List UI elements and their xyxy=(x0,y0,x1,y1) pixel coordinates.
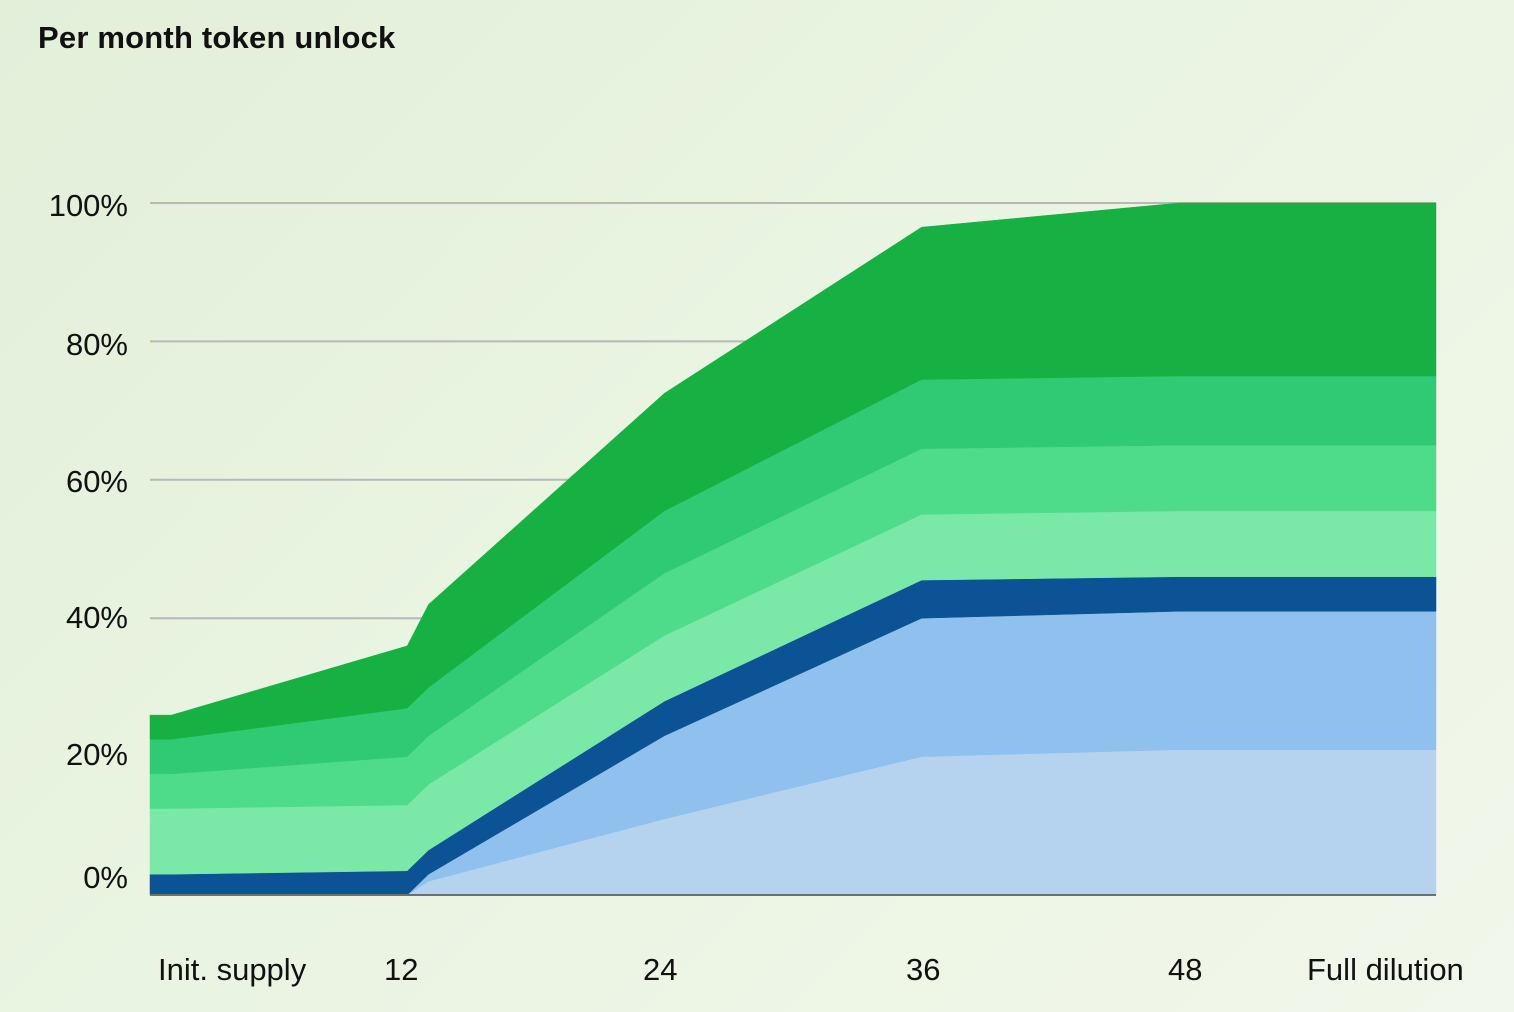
x-tick-label: 48 xyxy=(1168,952,1203,987)
y-tick-label: 80% xyxy=(65,327,128,362)
x-tick-label: Full dilution xyxy=(1307,952,1464,987)
area-series-7 xyxy=(149,202,1437,740)
y-tick-label: 100% xyxy=(48,188,128,223)
y-tick-label: 60% xyxy=(65,464,128,499)
area-series-group xyxy=(149,202,1437,896)
x-tick-label: Init. supply xyxy=(158,952,307,987)
y-tick-label: 20% xyxy=(65,737,128,772)
x-tick-label: 24 xyxy=(643,952,678,987)
chart-title: Per month token unlock xyxy=(38,20,396,55)
y-tick-label: 0% xyxy=(83,860,128,895)
x-tick-label: 12 xyxy=(384,952,419,987)
x-tick-label: 36 xyxy=(906,952,941,987)
y-tick-label: 40% xyxy=(65,600,128,635)
